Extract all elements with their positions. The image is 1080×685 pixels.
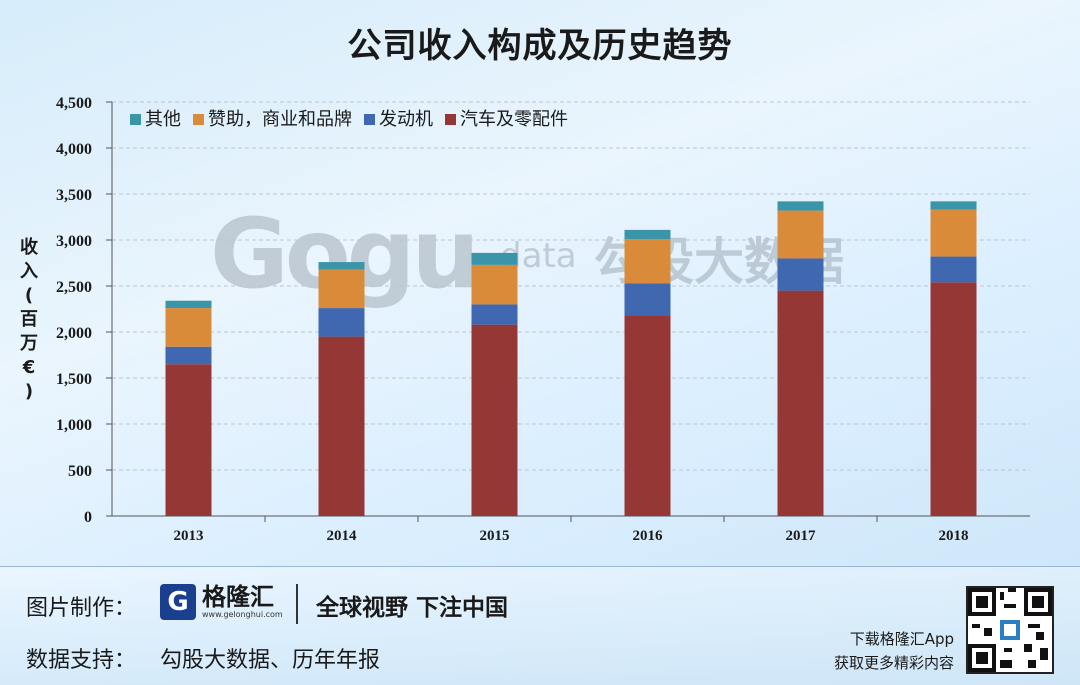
bar-segment — [930, 256, 977, 283]
source-label: 数据支持： — [26, 648, 137, 673]
app-download-text: 下载格隆汇App — [849, 630, 954, 648]
bar-segment — [318, 308, 365, 337]
x-tick-label: 2018 — [939, 528, 969, 544]
bar-segment — [471, 252, 518, 265]
bar-segment — [318, 269, 365, 309]
logo-url: www.gelonghui.com — [202, 610, 283, 619]
y-axis-label-char: 入 — [20, 261, 38, 282]
logo-mark-icon: G — [160, 584, 196, 620]
footer: 图片制作： G 格隆汇 www.gelonghui.com 全球视野 下注中国 … — [0, 566, 1080, 685]
x-tick-label: 2015 — [480, 528, 510, 544]
bar-segment — [471, 264, 518, 305]
y-tick-label: 3,000 — [56, 233, 92, 250]
y-tick-label: 4,500 — [56, 95, 92, 112]
bar-segment — [318, 262, 365, 270]
y-tick-label: 1,500 — [56, 371, 92, 388]
bar-segment — [165, 364, 212, 516]
bar-segment — [165, 346, 212, 365]
bar-segment — [624, 283, 671, 316]
logo-separator — [296, 584, 298, 624]
qr-code-icon — [966, 586, 1054, 674]
x-tick-label: 2016 — [633, 528, 664, 544]
legend-label: 发动机 — [379, 109, 433, 130]
bar-segment — [471, 324, 518, 516]
y-tick-label: 1,000 — [56, 417, 92, 434]
bar-segment — [930, 209, 977, 257]
y-axis-label-char: 万 — [20, 333, 38, 354]
y-axis-label-char: € — [22, 357, 36, 378]
credit-label: 图片制作： — [26, 596, 137, 621]
x-tick-label: 2014 — [327, 528, 358, 544]
legend-label: 赞助，商业和品牌 — [208, 109, 352, 130]
source-text: 勾股大数据、历年年报 — [160, 648, 381, 673]
bar-segment — [165, 300, 212, 309]
legend-swatch — [364, 114, 375, 125]
y-tick-label: 2,000 — [56, 325, 92, 342]
bar-segment — [624, 229, 671, 240]
y-tick-label: 2,500 — [56, 279, 92, 296]
bar-segment — [777, 290, 824, 516]
legend-swatch — [193, 114, 204, 125]
bar-segment — [777, 201, 824, 211]
gelonghui-logo: G 格隆汇 www.gelonghui.com — [160, 582, 283, 622]
y-tick-label: 500 — [68, 463, 92, 480]
x-tick-label: 2013 — [174, 528, 204, 544]
legend-swatch — [130, 114, 141, 125]
y-axis-label: 收入 ( 百万 €) — [14, 236, 44, 404]
bar-segment — [624, 315, 671, 516]
y-axis-label-char: 收 — [20, 237, 38, 258]
y-axis-label-char: 百 — [20, 309, 38, 330]
bar-segment — [165, 308, 212, 347]
y-tick-label: 3,500 — [56, 187, 92, 204]
bar-segment — [777, 258, 824, 291]
legend-label: 其他 — [145, 109, 181, 130]
slogan: 全球视野 下注中国 — [316, 595, 509, 621]
footer-divider — [0, 566, 1080, 567]
bar-segment — [930, 201, 977, 210]
app-promo-text: 获取更多精彩内容 — [833, 654, 954, 672]
y-axis-label-char: ( — [24, 285, 34, 306]
bar-segment — [624, 239, 671, 284]
stacked-bar-chart: 0 500 1,000 1,500 2,000 2,500 3,000 3,500 4,000 4… — [56, 95, 1030, 544]
y-axis-label-char: ) — [24, 381, 34, 402]
qr-code-pattern — [968, 588, 1052, 672]
bar-segment — [318, 336, 365, 516]
bar-segment — [930, 282, 977, 516]
legend-swatch — [445, 114, 456, 125]
legend-label: 汽车及零配件 — [460, 109, 568, 130]
bar-segment — [777, 210, 824, 259]
y-tick-label: 0 — [84, 509, 92, 526]
bar-segment — [471, 304, 518, 325]
logo-name: 格隆汇 — [202, 583, 274, 611]
chart-title: 公司收入构成及历史趋势 — [347, 26, 733, 66]
x-tick-label: 2017 — [786, 528, 817, 544]
y-tick-label: 4,000 — [56, 141, 92, 158]
